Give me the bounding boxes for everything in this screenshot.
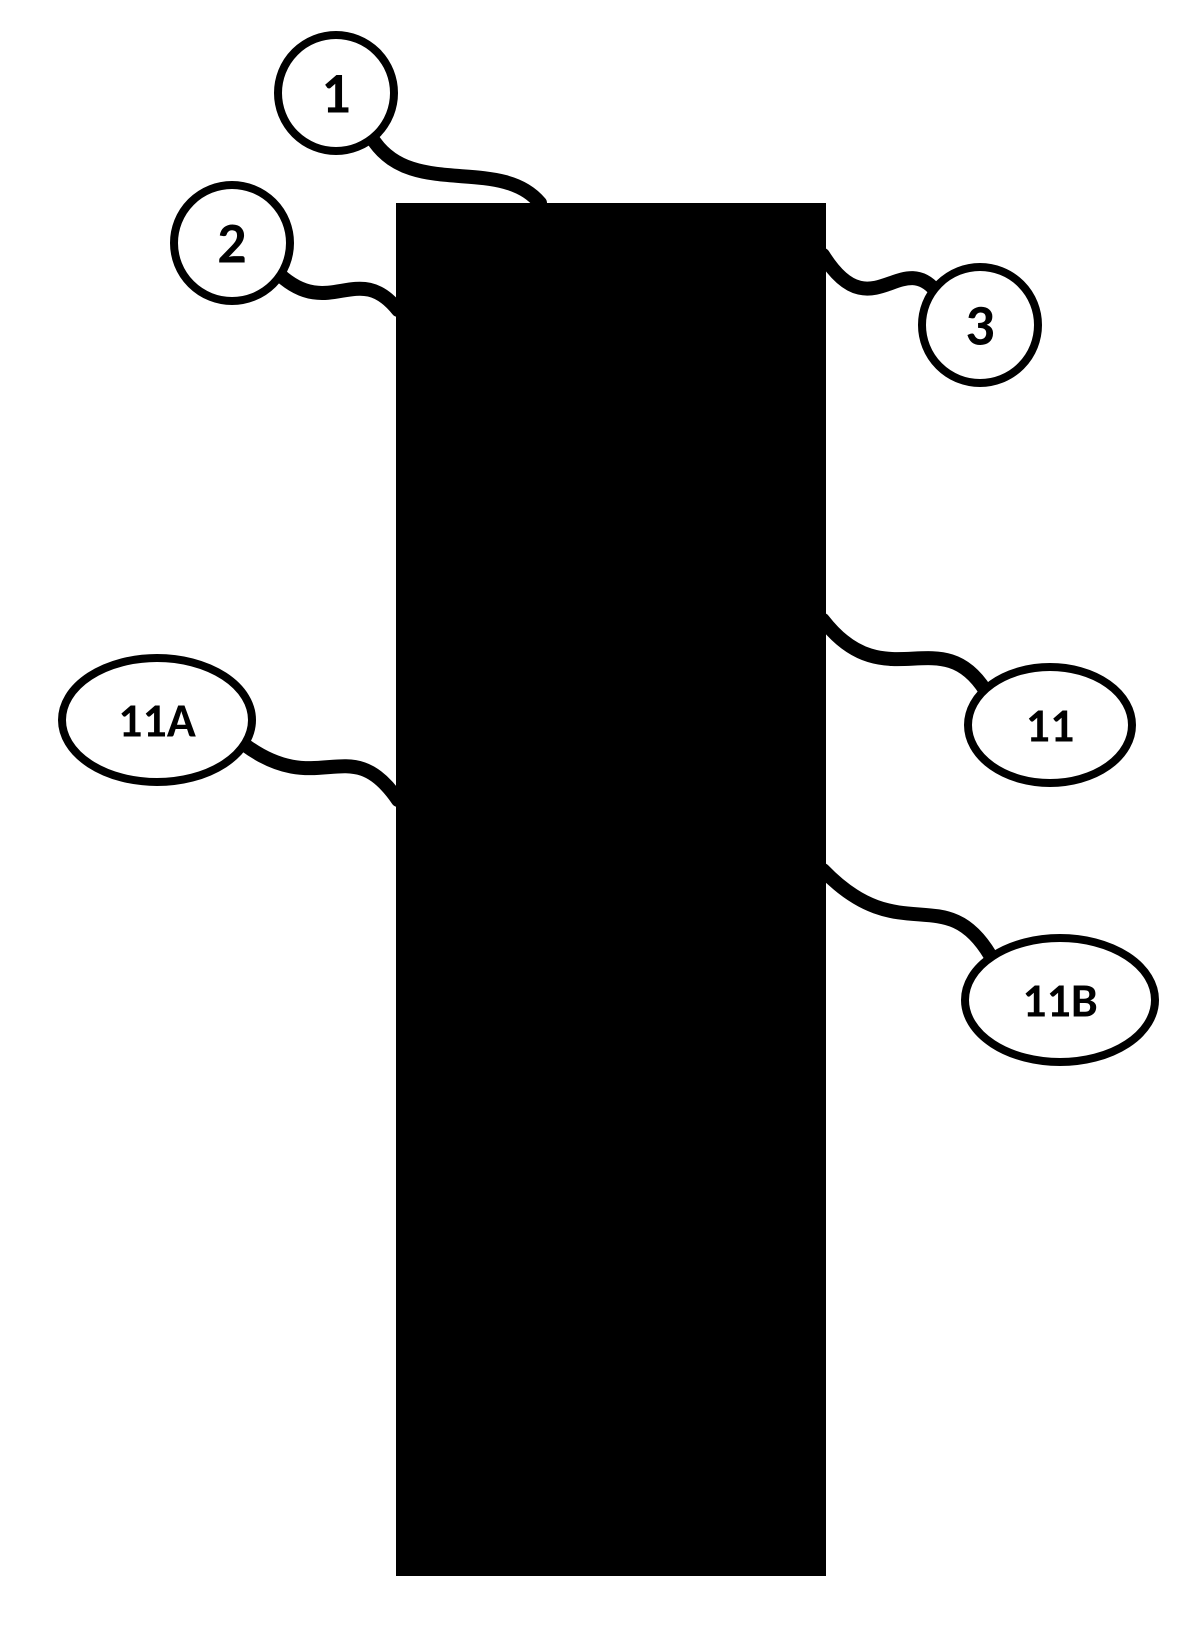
callout-label: 2 [217,208,246,279]
callout-leader [245,745,398,800]
callout-leader [823,255,935,290]
callout-label: 11A [118,691,197,750]
callout-label: 11B [1022,971,1098,1030]
callout-label: 1 [321,58,350,129]
callout-leader [823,620,985,690]
callout-leader [280,275,398,310]
callout-leader [823,870,990,955]
technical-diagram: 1 2 3 11A 11 11B [0,0,1195,1639]
callout-label: 3 [965,290,994,361]
callout-leader [372,138,540,203]
main-rectangle [396,203,826,1576]
callout-label: 11 [1026,696,1075,755]
